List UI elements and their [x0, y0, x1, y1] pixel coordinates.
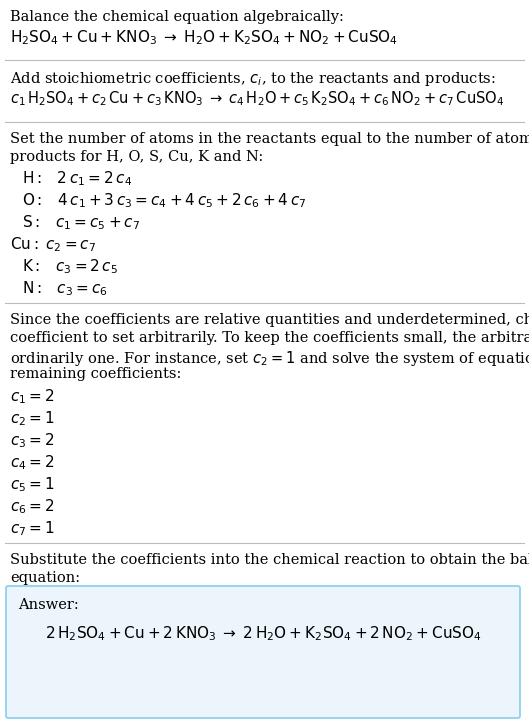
Text: ordinarily one. For instance, set $c_2 = 1$ and solve the system of equations fo: ordinarily one. For instance, set $c_2 =…: [10, 349, 529, 368]
Text: coefficient to set arbitrarily. To keep the coefficients small, the arbitrary va: coefficient to set arbitrarily. To keep …: [10, 331, 529, 345]
Text: Set the number of atoms in the reactants equal to the number of atoms in the: Set the number of atoms in the reactants…: [10, 132, 529, 146]
FancyBboxPatch shape: [6, 586, 520, 718]
Text: Answer:: Answer:: [18, 598, 79, 612]
Text: $c_5 = 1$: $c_5 = 1$: [10, 475, 54, 494]
Text: $c_3 = 2$: $c_3 = 2$: [10, 431, 54, 450]
Text: Balance the chemical equation algebraically:: Balance the chemical equation algebraica…: [10, 10, 344, 24]
Text: $c_1\,\mathrm{H_2SO_4} + c_2\,\mathrm{Cu} + c_3\,\mathrm{KNO_3} \;\rightarrow\; : $c_1\,\mathrm{H_2SO_4} + c_2\,\mathrm{Cu…: [10, 89, 504, 108]
Text: $c_4 = 2$: $c_4 = 2$: [10, 453, 54, 472]
Text: products for H, O, S, Cu, K and N:: products for H, O, S, Cu, K and N:: [10, 150, 263, 164]
Text: $\mathrm{S{:}}\;\;\; c_1 = c_5 + c_7$: $\mathrm{S{:}}\;\;\; c_1 = c_5 + c_7$: [22, 213, 140, 232]
Text: $c_2 = 1$: $c_2 = 1$: [10, 409, 54, 427]
Text: $\mathrm{O{:}}\;\;\; 4\,c_1 + 3\,c_3 = c_4 + 4\,c_5 + 2\,c_6 + 4\,c_7$: $\mathrm{O{:}}\;\;\; 4\,c_1 + 3\,c_3 = c…: [22, 191, 306, 209]
Text: $c_6 = 2$: $c_6 = 2$: [10, 497, 54, 515]
Text: $\mathrm{H_2SO_4 + Cu + KNO_3 \;\rightarrow\; H_2O + K_2SO_4 + NO_2 + CuSO_4}$: $\mathrm{H_2SO_4 + Cu + KNO_3 \;\rightar…: [10, 28, 398, 47]
Text: $\mathrm{K{:}}\;\;\; c_3 = 2\,c_5$: $\mathrm{K{:}}\;\;\; c_3 = 2\,c_5$: [22, 257, 118, 276]
Text: equation:: equation:: [10, 571, 80, 585]
Text: $\mathrm{N{:}}\;\;\; c_3 = c_6$: $\mathrm{N{:}}\;\;\; c_3 = c_6$: [22, 279, 108, 297]
Text: $\mathrm{H{:}}\;\;\; 2\,c_1 = 2\,c_4$: $\mathrm{H{:}}\;\;\; 2\,c_1 = 2\,c_4$: [22, 169, 132, 188]
Text: Substitute the coefficients into the chemical reaction to obtain the balanced: Substitute the coefficients into the che…: [10, 553, 529, 567]
Text: Add stoichiometric coefficients, $c_i$, to the reactants and products:: Add stoichiometric coefficients, $c_i$, …: [10, 70, 496, 88]
Text: $c_7 = 1$: $c_7 = 1$: [10, 519, 54, 538]
Text: $c_1 = 2$: $c_1 = 2$: [10, 387, 54, 406]
Text: $\mathrm{Cu{:}}\; c_2 = c_7$: $\mathrm{Cu{:}}\; c_2 = c_7$: [10, 235, 96, 254]
Text: remaining coefficients:: remaining coefficients:: [10, 367, 181, 381]
Text: Since the coefficients are relative quantities and underdetermined, choose a: Since the coefficients are relative quan…: [10, 313, 529, 327]
Text: $2\,\mathrm{H_2SO_4} + \mathrm{Cu} + 2\,\mathrm{KNO_3} \;\rightarrow\; 2\,\mathr: $2\,\mathrm{H_2SO_4} + \mathrm{Cu} + 2\,…: [45, 624, 482, 643]
